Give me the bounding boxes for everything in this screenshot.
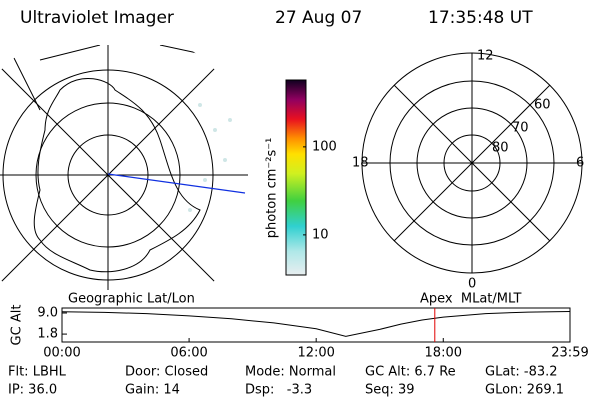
colorbar [285, 79, 307, 276]
lat-label: 80 [492, 141, 509, 156]
info-field: IP: 36.0 [8, 383, 57, 398]
mlt-label: 0 [468, 277, 476, 292]
info-field: Mode: Normal [245, 365, 336, 380]
mlt-label: 6 [576, 156, 584, 171]
info-field: Gain: 14 [125, 383, 180, 398]
y-tick-label: 1.8 [37, 327, 58, 342]
y-tick-label: 9.0 [37, 305, 58, 320]
orbit-left-label: Geographic Lat/Lon [68, 292, 195, 307]
info-field: GLon: 269.1 [485, 383, 564, 398]
colorbar-label: photon cm⁻²s⁻¹ [265, 138, 280, 239]
mlt-label: 12 [477, 49, 494, 64]
x-tick-label: 06:00 [170, 346, 207, 361]
time: 17:35:48 UT [428, 8, 533, 28]
x-tick-label: 00:00 [43, 346, 80, 361]
info-field: Seq: 39 [365, 383, 415, 398]
orbit-right-label: Apex MLat/MLT [420, 292, 521, 307]
colorbar-tick-label: 100 [312, 139, 337, 154]
colorbar-tick-label: 10 [312, 227, 329, 242]
altitude-line [61, 311, 570, 337]
info-field: GC Alt: 6.7 Re [365, 365, 456, 380]
mlt-label: 18 [352, 156, 369, 171]
lat-label: 60 [534, 98, 551, 113]
mlt-plot [361, 52, 583, 274]
date: 27 Aug 07 [275, 8, 362, 28]
info-field: Door: Closed [125, 365, 208, 380]
info-field: Dsp: -3.3 [245, 383, 312, 398]
title: Ultraviolet Imager [20, 8, 174, 28]
geo-plot [0, 45, 248, 290]
x-tick-label: 12:00 [297, 346, 334, 361]
lat-label: 70 [512, 121, 529, 136]
x-tick-label: 23:59 [551, 346, 588, 361]
info-field: Flt: LBHL [8, 365, 67, 380]
orbit-ylabel: GC Alt [10, 305, 25, 346]
x-tick-label: 18:00 [425, 346, 462, 361]
info-field: GLat: -83.2 [485, 365, 558, 380]
